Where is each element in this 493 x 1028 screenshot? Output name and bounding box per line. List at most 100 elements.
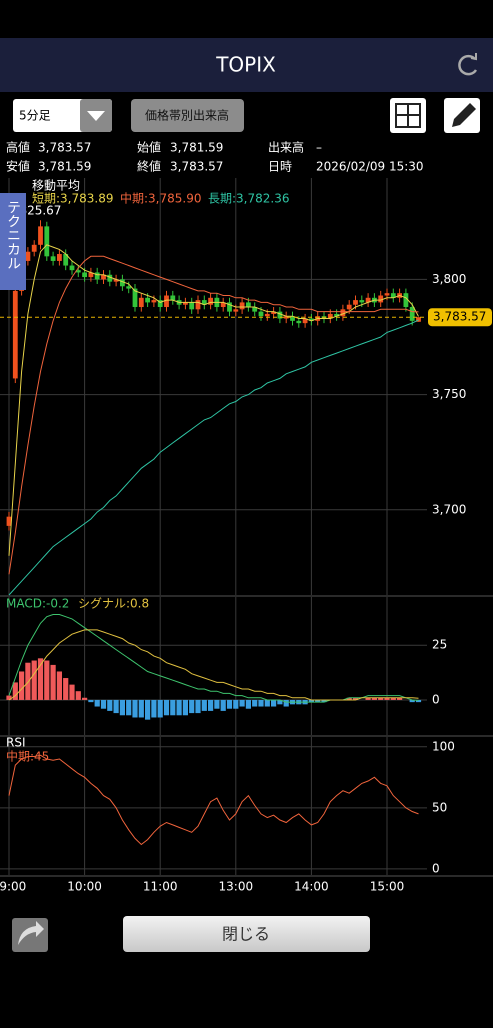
volume-button[interactable]: 価格帯別出来高 — [131, 99, 244, 132]
histogram-bar — [56, 671, 62, 700]
candle-body — [346, 304, 352, 310]
candle-body — [353, 300, 358, 305]
x-tick-label: 13:00 — [219, 880, 254, 894]
candle-body — [132, 288, 138, 308]
candle-body — [227, 302, 232, 312]
candle-body — [189, 302, 195, 310]
back-icon[interactable] — [12, 918, 48, 952]
candle-body — [113, 279, 119, 282]
volume-button-label: 価格帯別出来高 — [145, 108, 229, 123]
candle-body — [75, 270, 81, 273]
candle-body — [409, 307, 415, 321]
histogram-bar — [214, 699, 220, 709]
histogram-bar — [283, 699, 289, 707]
y-tick-label: 0 — [432, 861, 440, 875]
histogram-bar — [132, 699, 138, 718]
candle-body — [378, 295, 384, 303]
candle-body — [31, 244, 37, 252]
candle-body — [12, 290, 18, 379]
legend-entry: 短期:3,783.89 — [32, 192, 113, 206]
y-tick-label: 25 — [432, 638, 447, 652]
refresh-icon[interactable] — [458, 53, 478, 76]
candle-body — [69, 265, 75, 271]
histogram-bar — [308, 699, 314, 703]
info-label: 出来高 — [268, 140, 304, 155]
candle-body — [88, 272, 94, 278]
candle-body — [403, 293, 409, 308]
histogram-bar — [119, 699, 125, 716]
candle-body — [107, 274, 113, 282]
candle-body — [138, 297, 144, 308]
legend-entry: 中期:3,785.90 — [120, 191, 201, 206]
histogram-bar — [245, 699, 251, 709]
x-tick-label: 11:00 — [143, 880, 178, 894]
histogram-bar — [258, 699, 264, 707]
histogram-bar — [321, 699, 327, 703]
candle-body — [309, 318, 314, 321]
candle-body — [359, 300, 365, 303]
histogram-bar — [100, 699, 107, 709]
layout-icon[interactable] — [390, 98, 426, 133]
histogram-bar — [94, 699, 100, 707]
candle-body — [246, 302, 251, 308]
x-tick-label: 09:00 — [0, 880, 26, 894]
info-value: 3,781.59 — [170, 141, 223, 155]
histogram-bar — [19, 671, 25, 700]
info-label: 始値 — [137, 140, 161, 155]
histogram-bar — [107, 699, 113, 711]
x-tick-label: 14:00 — [294, 880, 329, 894]
candle-body — [50, 256, 56, 261]
histogram-bar — [189, 699, 195, 714]
histogram-bar — [371, 697, 377, 700]
period-label: 5分足 — [19, 109, 51, 123]
candle-body — [252, 307, 258, 312]
candle-body — [25, 251, 31, 261]
candle-body — [94, 272, 100, 280]
candle-body — [271, 311, 276, 314]
info-label: 終値 — [137, 159, 161, 174]
technical-tab[interactable]: テクニカル — [0, 193, 26, 290]
candle-body — [63, 254, 69, 266]
histogram-bar — [226, 699, 233, 709]
histogram-bar — [252, 699, 258, 707]
legend-entry: シグナル:0.8 — [78, 597, 149, 611]
histogram-bar — [239, 699, 245, 707]
candle-body — [126, 286, 132, 289]
y-tick-label: 3,800 — [432, 272, 466, 286]
candle-body — [145, 297, 150, 303]
candle-body — [239, 302, 245, 310]
histogram-bar — [37, 658, 44, 700]
histogram-bar — [138, 699, 144, 718]
histogram-bar — [409, 699, 415, 703]
close-button-label: 閉じる — [222, 925, 270, 944]
draw-icon[interactable] — [444, 98, 480, 133]
histogram-bar — [170, 699, 176, 716]
close-button[interactable]: 閉じる — [123, 916, 370, 952]
candle-body — [151, 300, 157, 303]
histogram-bar — [346, 697, 352, 700]
technical-tab-label: テクニカル — [5, 200, 21, 270]
line — [8, 629, 419, 701]
candle-body — [183, 302, 188, 305]
histogram-bar — [157, 699, 163, 718]
info-value: 3,781.59 — [38, 160, 91, 174]
candle-body — [208, 297, 213, 305]
x-tick-label: 15:00 — [370, 880, 405, 894]
info-label: 高値 — [6, 140, 30, 155]
histogram-bar — [151, 699, 157, 718]
histogram-bar — [201, 699, 207, 711]
histogram-bar — [390, 697, 396, 700]
legend-entry: 中期:45 — [6, 749, 49, 764]
candle-body — [57, 254, 62, 261]
candle-body — [384, 293, 390, 296]
candle-body — [264, 313, 270, 317]
candle-body — [233, 309, 239, 312]
panel-title: RSI — [6, 736, 26, 750]
histogram-bar — [415, 699, 422, 703]
period-dropdown[interactable]: 5分足 — [13, 99, 112, 132]
candle-body — [170, 295, 176, 301]
info-value: 3,783.57 — [38, 141, 91, 155]
histogram-bar — [113, 699, 119, 714]
candle-body — [296, 320, 302, 324]
